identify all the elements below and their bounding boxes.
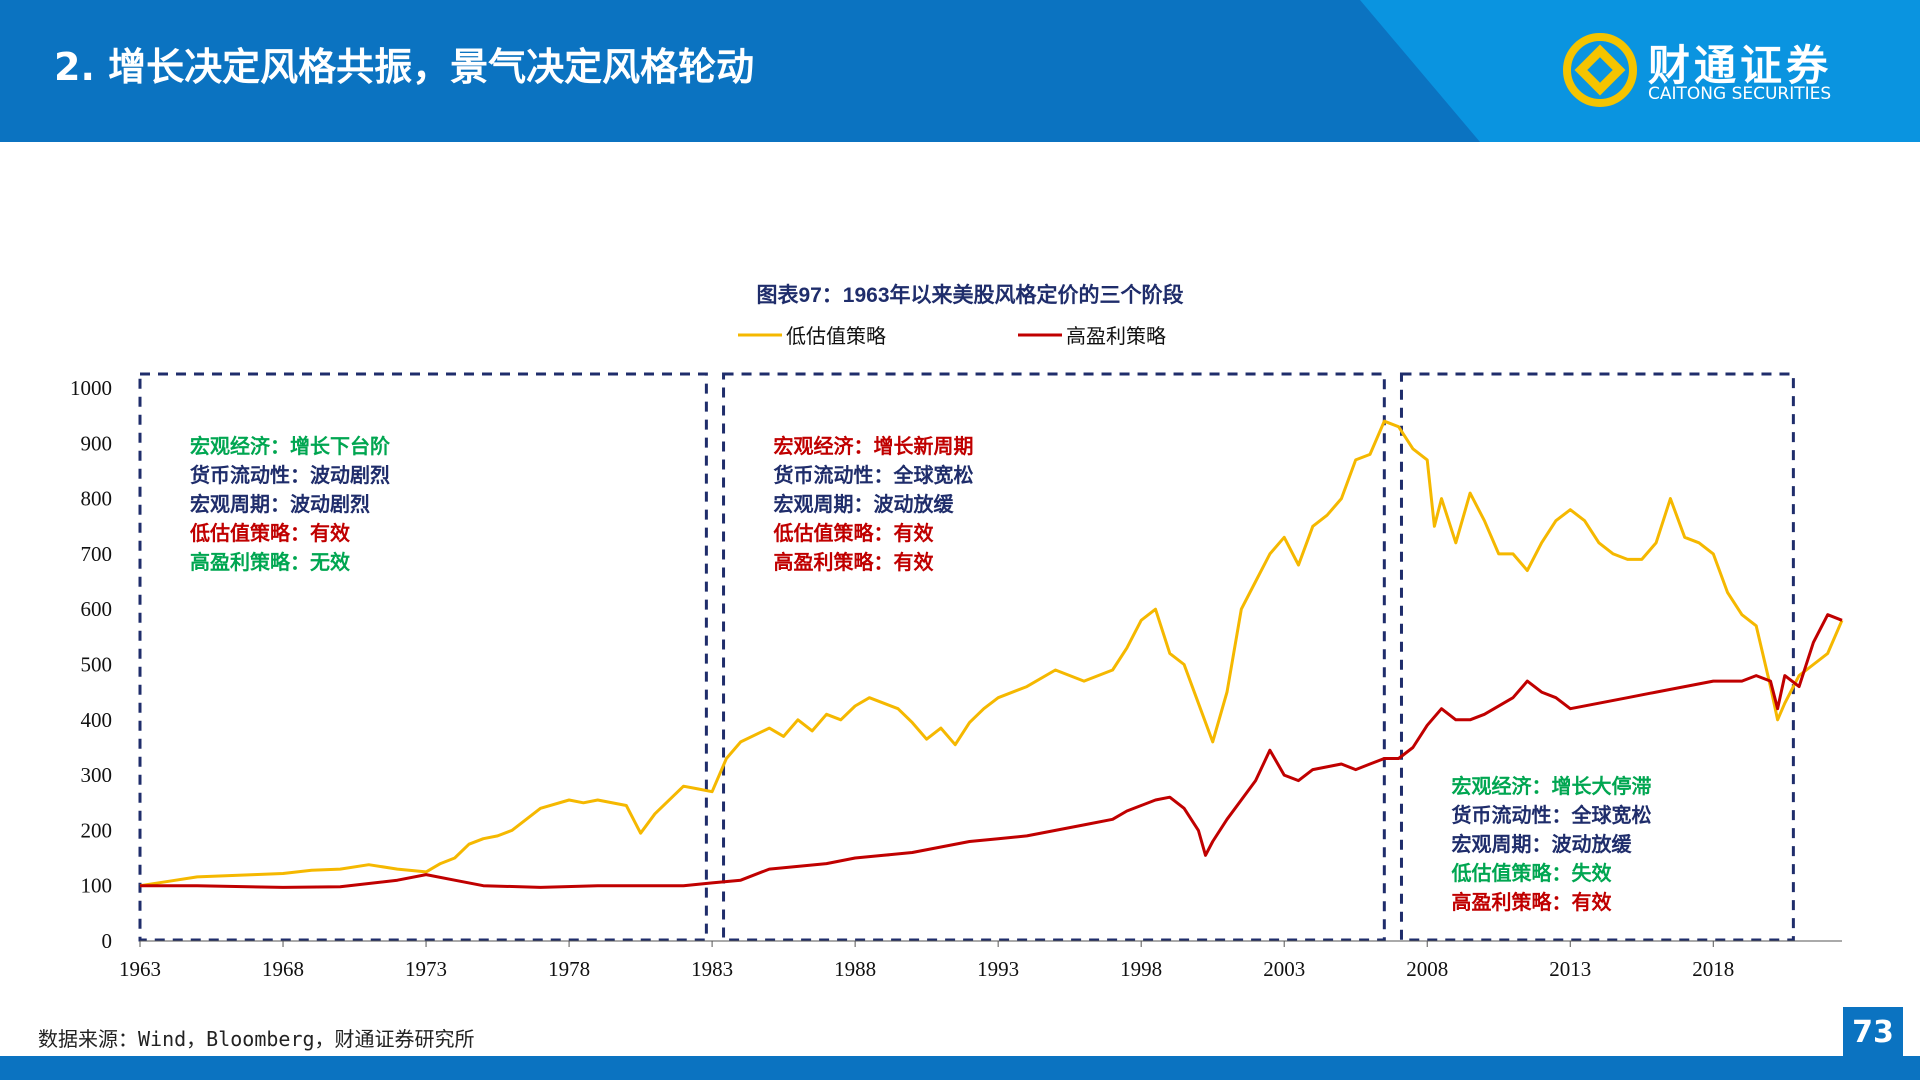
caitong-logo-icon <box>1563 33 1637 107</box>
y-tick-label: 400 <box>81 708 113 732</box>
x-tick-label: 2003 <box>1263 957 1305 981</box>
header-accent-block <box>1480 0 1920 142</box>
legend-label-high-profit: 高盈利策略 <box>1066 324 1166 348</box>
regime-2-note: 宏观周期：波动放缓 <box>774 492 955 516</box>
x-tick-label: 2013 <box>1549 957 1591 981</box>
y-tick-label: 0 <box>102 929 113 953</box>
y-tick-label: 800 <box>81 487 113 511</box>
regime-boxes: 宏观经济：增长下台阶货币流动性：波动剧烈宏观周期：波动剧烈低估值策略：有效高盈利… <box>138 372 1795 942</box>
regime-3-note: 高盈利策略：有效 <box>1451 890 1611 914</box>
regime-1-note: 宏观经济：增长下台阶 <box>190 434 391 458</box>
axes: 0 100 200 300 400 500 600 700 800 900 1000 1963 1968… <box>70 376 1842 981</box>
regime-1-note: 宏观周期：波动剧烈 <box>190 492 370 516</box>
regime-1-note: 高盈利策略：无效 <box>190 550 350 574</box>
legend: 低估值策略 高盈利策略 <box>738 324 1166 348</box>
regime-box-2 <box>722 372 1386 942</box>
brand-name-en: CAITONG SECURITIES <box>1648 84 1832 104</box>
legend-label-low-value: 低估值策略 <box>786 324 886 348</box>
x-tick-label: 2018 <box>1692 957 1734 981</box>
y-tick-label: 600 <box>81 597 113 621</box>
regime-1-note: 低估值策略：有效 <box>189 521 350 545</box>
regime-3-note: 货币流动性：全球宽松 <box>1451 803 1651 827</box>
y-tick-label: 300 <box>81 763 113 787</box>
footer-bar <box>0 1056 1920 1080</box>
regime-3-note: 宏观经济：增长大停滞 <box>1451 774 1651 798</box>
x-tick-label: 2008 <box>1406 957 1448 981</box>
regime-3-note: 宏观周期：波动放缓 <box>1451 832 1632 856</box>
regime-2-note: 宏观经济：增长新周期 <box>774 434 974 458</box>
x-tick-label: 1963 <box>119 957 161 981</box>
page-title: 2. 增长决定风格共振，景气决定风格轮动 <box>54 45 755 89</box>
regime-2-note: 低估值策略：有效 <box>773 521 934 545</box>
regime-1-note: 货币流动性：波动剧烈 <box>190 463 390 487</box>
series-lines <box>139 419 1844 889</box>
brand-name-cn: 财通证券 <box>1648 41 1833 90</box>
x-tick-label: 1993 <box>977 957 1019 981</box>
header-accent-wedge <box>1360 0 1480 142</box>
x-tick-label: 1968 <box>262 957 304 981</box>
header-bar: 2. 增长决定风格共振，景气决定风格轮动 财通证券 CAITONG SECURI… <box>0 0 1920 142</box>
y-tick-label: 100 <box>81 874 113 898</box>
y-tick-label: 500 <box>81 653 113 677</box>
chart-title: 图表97：1963年以来美股风格定价的三个阶段 <box>756 283 1183 307</box>
series-line-high-profit <box>140 613 1843 889</box>
y-tick-label: 900 <box>81 431 113 455</box>
series-line-low-value <box>139 419 1844 888</box>
y-tick-label: 200 <box>81 818 113 842</box>
y-tick-label: 700 <box>81 542 113 566</box>
x-tick-label: 1978 <box>548 957 590 981</box>
data-source-note: 数据来源：Wind，Bloomberg，财通证券研究所 <box>38 1027 475 1051</box>
regime-3-note: 低估值策略：失效 <box>1450 861 1611 885</box>
style-chart: 图表97：1963年以来美股风格定价的三个阶段 低估值策略 高盈利策略 宏观经济… <box>70 283 1844 981</box>
x-tick-label: 1998 <box>1120 957 1162 981</box>
x-tick-label: 1983 <box>691 957 733 981</box>
regime-2-note: 高盈利策略：有效 <box>774 550 934 574</box>
regime-box-1 <box>138 372 708 942</box>
regime-2-note: 货币流动性：全球宽松 <box>774 463 974 487</box>
x-tick-label: 1988 <box>834 957 876 981</box>
page-number: 73 <box>1843 1007 1903 1059</box>
x-tick-label: 1973 <box>405 957 447 981</box>
regime-box-3 <box>1399 372 1795 942</box>
y-tick-label: 1000 <box>70 376 112 400</box>
